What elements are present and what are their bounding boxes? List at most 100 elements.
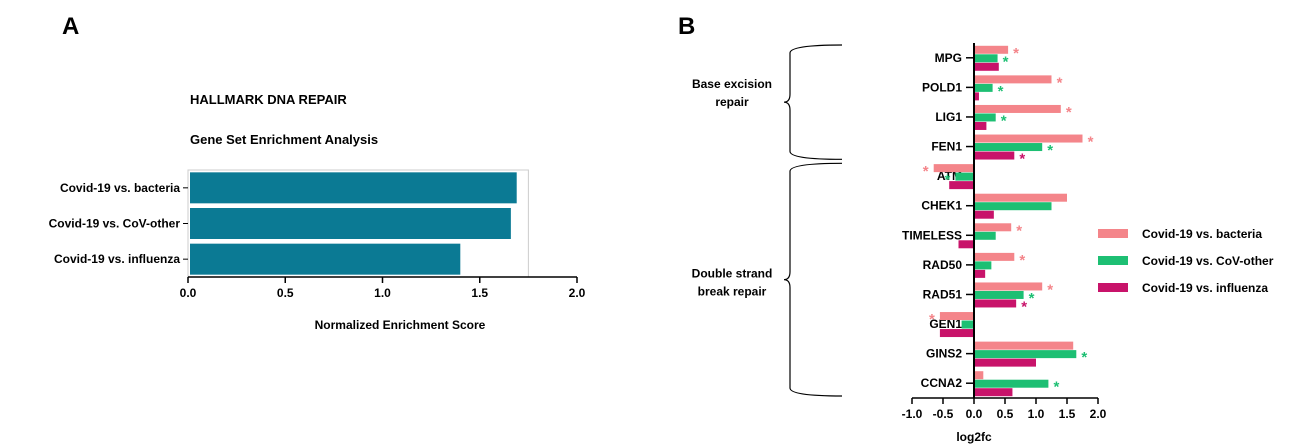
bar-mpg-s0	[974, 45, 1009, 54]
chart-a-xlabel: Normalized Enrichment Score	[315, 318, 486, 332]
group-label-0-line-1: repair	[715, 95, 749, 109]
significance-marker: *	[1047, 281, 1053, 298]
bar-fen1-s0	[974, 134, 1083, 143]
legend-swatch-2	[1098, 283, 1128, 292]
bar-ccna2-s0	[974, 371, 984, 380]
bar-rad51-s0	[974, 282, 1043, 291]
x-tick-label-0: 0.0	[180, 286, 197, 300]
chart-b-xlabel: log2fc	[956, 430, 992, 444]
gene-label-9: GEN1	[929, 317, 962, 331]
bar-rad50-s2	[974, 269, 986, 278]
bar-timeless-s0	[974, 223, 1012, 232]
legend-label-1: Covid-19 vs. CoV-other	[1142, 254, 1274, 268]
bar-2	[190, 243, 461, 275]
gene-label-5: CHEK1	[921, 199, 962, 213]
legend-swatch-0	[1098, 229, 1128, 238]
significance-marker: *	[944, 172, 950, 189]
category-label-1: Covid-19 vs. CoV-other	[49, 217, 181, 231]
significance-marker: *	[1019, 151, 1025, 168]
bar-gen1-s0	[939, 312, 974, 321]
group-label-0-line-0: Base excision	[692, 77, 772, 91]
bar-gins2-s0	[974, 341, 1074, 350]
category-label-2: Covid-19 vs. influenza	[54, 252, 180, 266]
gene-label-3: FEN1	[931, 140, 962, 154]
bar-rad50-s0	[974, 252, 1015, 261]
bar-rad51-s2	[974, 299, 1017, 308]
significance-marker: *	[1053, 379, 1059, 396]
group-bracket-0	[783, 44, 843, 160]
bar-atm-s1	[955, 172, 974, 181]
bar-rad51-s1	[974, 290, 1024, 299]
log2fc-bar-chart: log2fc MPG **POLD1 **LIG1 **FEN1 ***ATM* *CHE…	[692, 43, 1274, 444]
x-tick-label-6: 2.0	[1090, 407, 1107, 421]
x-tick-label-5: 1.5	[1059, 407, 1076, 421]
bar-timeless-s2	[958, 240, 974, 249]
bar-lig1-s2	[974, 121, 987, 130]
x-tick-label-0: -1.0	[902, 407, 923, 421]
gene-label-1: POLD1	[922, 80, 962, 94]
gene-label-10: GINS2	[926, 347, 962, 361]
chart-a-subtitle: Gene Set Enrichment Analysis	[190, 132, 378, 147]
group-label-1-line-0: Double strand	[692, 267, 773, 281]
gene-label-2: LIG1	[935, 110, 962, 124]
x-tick-label-2: 1.0	[374, 286, 391, 300]
bar-chek1-s0	[974, 193, 1067, 202]
bar-ccna2-s1	[974, 379, 1049, 388]
significance-marker: *	[998, 83, 1004, 100]
bar-rad50-s1	[974, 261, 992, 270]
x-tick-label-3: 1.5	[471, 286, 488, 300]
bar-gins2-s2	[974, 358, 1036, 367]
bar-pold1-s1	[974, 83, 993, 92]
bar-gen1-s1	[961, 320, 974, 329]
significance-marker: *	[1029, 290, 1035, 307]
gene-label-11: CCNA2	[921, 376, 963, 390]
group-label-1-line-1: break repair	[698, 285, 767, 299]
significance-marker: *	[1057, 74, 1063, 91]
gene-label-8: RAD51	[923, 287, 963, 301]
bar-lig1-s1	[974, 113, 996, 122]
panel-a-label: A	[62, 13, 79, 40]
significance-marker: *	[1088, 134, 1094, 151]
legend-swatch-1	[1098, 256, 1128, 265]
significance-marker: *	[1013, 45, 1019, 62]
x-tick-label-4: 1.0	[1028, 407, 1045, 421]
significance-marker: *	[1019, 252, 1025, 269]
bar-gins2-s1	[974, 350, 1077, 359]
significance-marker: *	[1003, 53, 1009, 70]
significance-marker: *	[929, 311, 935, 328]
bar-gen1-s2	[939, 329, 974, 338]
significance-marker: *	[1016, 222, 1022, 239]
x-tick-label-3: 0.5	[997, 407, 1014, 421]
bar-fen1-s2	[974, 151, 1015, 160]
gsea-bar-chart: HALLMARK DNA REPAIR Gene Set Enrichment …	[49, 92, 586, 332]
significance-marker: *	[1021, 298, 1027, 315]
gene-label-6: TIMELESS	[902, 228, 962, 242]
group-bracket-1	[783, 162, 843, 397]
legend-label-2: Covid-19 vs. influenza	[1142, 281, 1268, 295]
bar-pold1-s2	[974, 92, 979, 101]
bar-atm-s2	[949, 181, 974, 190]
bar-lig1-s0	[974, 104, 1061, 113]
gene-label-7: RAD50	[923, 258, 963, 272]
significance-marker: *	[923, 163, 929, 180]
bar-ccna2-s2	[974, 388, 1013, 397]
bar-0	[190, 172, 517, 204]
bar-atm-s0	[933, 164, 974, 173]
bar-pold1-s0	[974, 75, 1052, 84]
chart-a-title: HALLMARK DNA REPAIR	[190, 92, 347, 107]
significance-marker: *	[1001, 112, 1007, 129]
bar-chek1-s1	[974, 202, 1052, 211]
x-tick-label-1: 0.5	[277, 286, 294, 300]
x-tick-label-4: 2.0	[569, 286, 586, 300]
bar-timeless-s1	[974, 231, 996, 240]
legend: Covid-19 vs. bacteria Covid-19 vs. CoV-ot…	[1098, 227, 1274, 295]
significance-marker: *	[1066, 104, 1072, 121]
panel-b-label: B	[678, 13, 695, 40]
significance-marker: *	[1047, 142, 1053, 159]
category-label-0: Covid-19 vs. bacteria	[60, 181, 180, 195]
significance-marker: *	[1081, 349, 1087, 366]
bar-chek1-s2	[974, 210, 994, 219]
legend-label-0: Covid-19 vs. bacteria	[1142, 227, 1262, 241]
x-tick-label-1: -0.5	[933, 407, 954, 421]
